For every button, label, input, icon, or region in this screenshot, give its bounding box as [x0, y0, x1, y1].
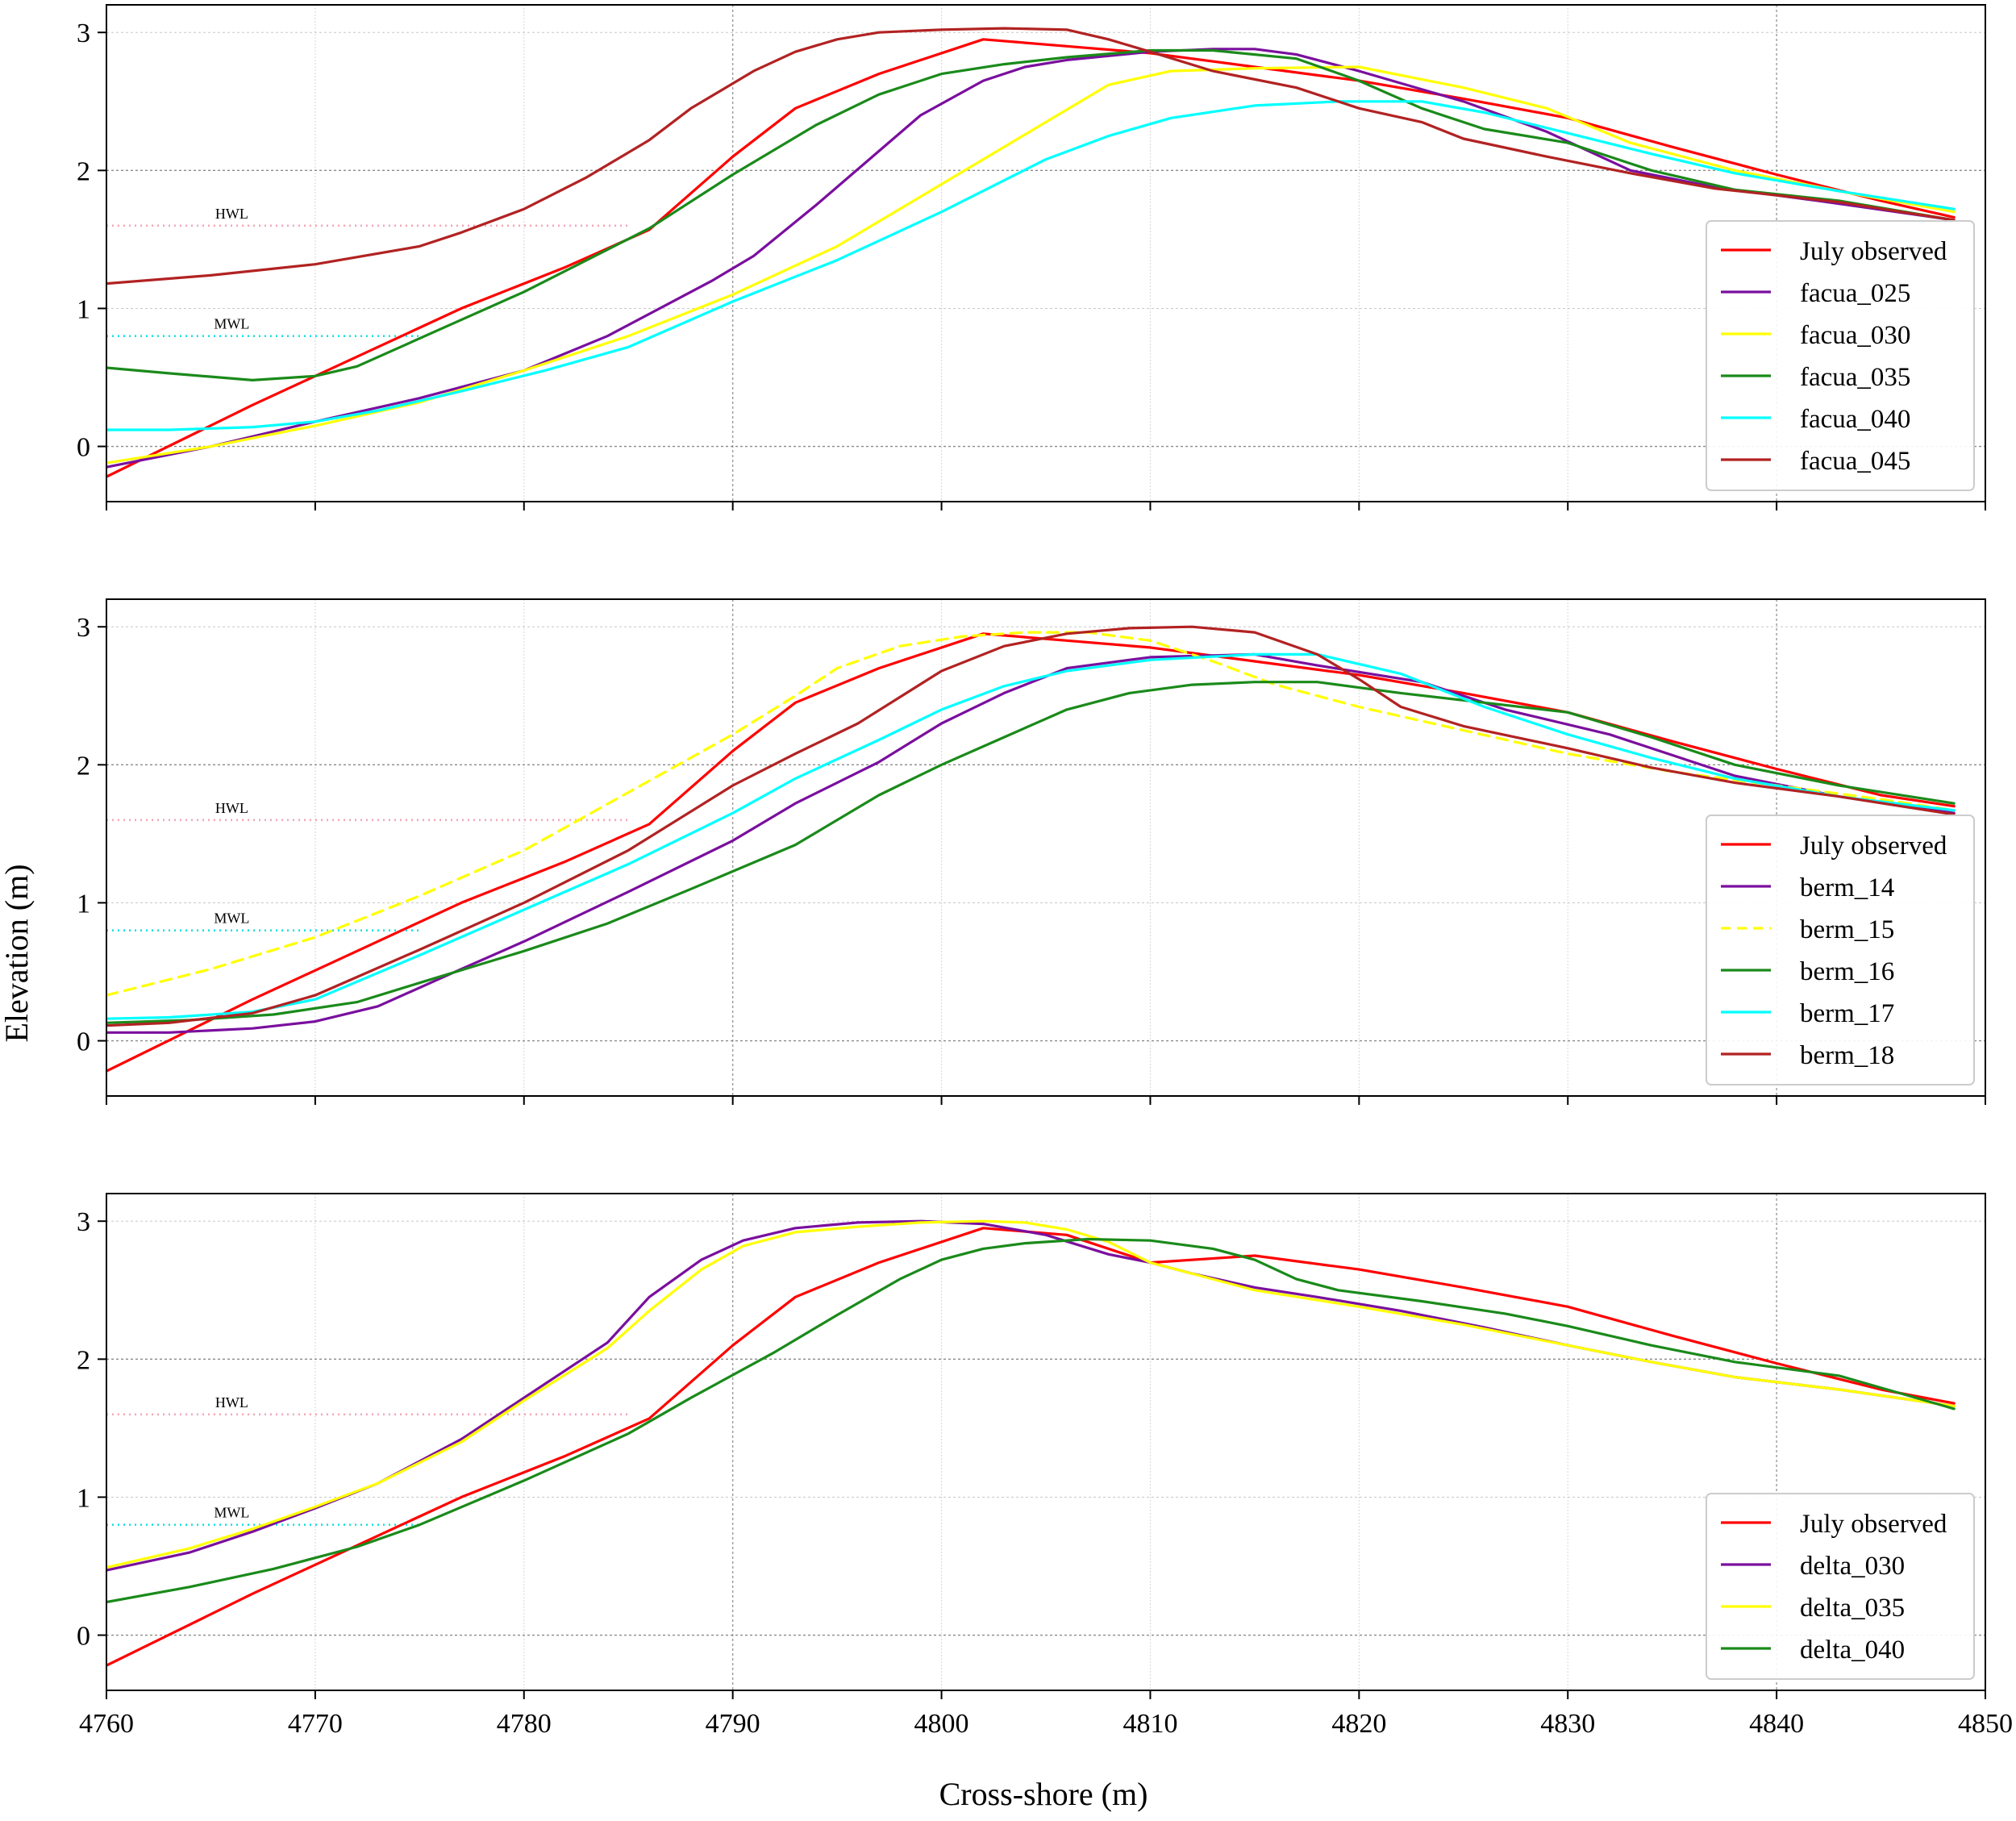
legend-label: July observed — [1800, 831, 1947, 860]
x-tick-label: 4840 — [1749, 1709, 1804, 1739]
x-tick-label: 4820 — [1331, 1709, 1386, 1739]
series-line-berm_14 — [106, 652, 1956, 1034]
y-tick-label: 1 — [77, 889, 90, 919]
y-tick-label: 0 — [77, 1622, 90, 1652]
legend-label: berm_17 — [1800, 999, 1894, 1028]
legend-box — [1706, 815, 1975, 1086]
legend-label: facua_030 — [1800, 321, 1910, 350]
legend-label: facua_045 — [1800, 447, 1910, 476]
series-group — [106, 625, 1956, 1073]
legend-box — [1706, 1493, 1975, 1680]
x-tick-label: 4830 — [1540, 1709, 1595, 1739]
y-tick-label: 3 — [77, 19, 90, 48]
x-tick-label: 4780 — [497, 1709, 552, 1739]
legend: July observed delta_030 delta_035 delta_040 — [1706, 1493, 1975, 1680]
series-line-july-observed — [106, 632, 1956, 1073]
y-axis-label: Elevation (m) — [0, 864, 35, 1042]
series-line-facua_040 — [106, 100, 1956, 431]
legend-label: berm_18 — [1800, 1041, 1894, 1070]
legend-label: facua_035 — [1800, 363, 1910, 392]
legend-label: July observed — [1800, 1510, 1947, 1539]
y-tick-label: 0 — [77, 433, 90, 463]
series-line-facua_030 — [106, 65, 1956, 465]
ref-label-hwl: HWL — [215, 800, 248, 816]
x-tick-label: 4810 — [1123, 1709, 1177, 1739]
series-line-facua_035 — [106, 48, 1956, 381]
legend-label: delta_035 — [1800, 1594, 1905, 1623]
y-tick-label: 3 — [77, 1207, 90, 1237]
y-tick-label: 2 — [77, 751, 90, 781]
series-line-delta_035 — [106, 1219, 1956, 1569]
y-tick-label: 2 — [77, 1345, 90, 1375]
axes-frame — [106, 4, 1986, 502]
y-tick-label: 2 — [77, 156, 90, 186]
y-tick-label: 0 — [77, 1027, 90, 1057]
panel-bottom: HWL MWL 4760 4770 4780 4790 4800 4810 4820 4830 48… — [77, 1193, 2013, 1739]
ref-label-mwl: MWL — [214, 1505, 249, 1521]
x-tick-label: 4760 — [79, 1709, 134, 1739]
y-tick-label: 3 — [77, 613, 90, 643]
x-tick-label: 4850 — [1958, 1709, 2013, 1739]
series-line-delta_030 — [106, 1219, 1956, 1572]
legend: July observed facua_025 facua_030 facua_035… — [1706, 220, 1975, 491]
ref-label-mwl: MWL — [214, 910, 249, 927]
ref-label-hwl: HWL — [215, 206, 248, 222]
series-line-july-observed — [106, 38, 1956, 478]
x-tick-label: 4770 — [288, 1709, 343, 1739]
legend-label: facua_040 — [1800, 405, 1910, 434]
legend-box — [1706, 220, 1975, 491]
legend-label: berm_16 — [1800, 957, 1894, 986]
legend: July observed berm_14 berm_15 berm_16 berm_1… — [1706, 815, 1975, 1086]
panel-top: HWL MWL 0 1 2 3 July observed facua_025 facua_03… — [77, 4, 1986, 510]
x-tick-label: 4790 — [706, 1709, 760, 1739]
ref-label-mwl: MWL — [214, 316, 249, 332]
y-tick-label: 1 — [77, 294, 90, 324]
series-line-july-observed — [106, 1227, 1956, 1667]
series-line-berm_18 — [106, 625, 1956, 1027]
legend-label: berm_15 — [1800, 915, 1894, 944]
axes-frame — [106, 1193, 1986, 1691]
x-axis-label: Cross-shore (m) — [939, 1776, 1148, 1812]
series-line-facua_045 — [106, 27, 1956, 285]
series-line-berm_15 — [106, 631, 1956, 997]
legend-label: delta_040 — [1800, 1636, 1905, 1665]
legend-label: delta_030 — [1800, 1552, 1905, 1581]
series-line-berm_16 — [106, 681, 1956, 1024]
y-tick-label: 1 — [77, 1483, 90, 1513]
axes-frame — [106, 598, 1986, 1097]
series-line-delta_040 — [106, 1237, 1956, 1604]
series-line-facua_025 — [106, 48, 1956, 469]
x-tick-label: 4800 — [914, 1709, 969, 1739]
series-group — [106, 27, 1956, 478]
legend-label: facua_025 — [1800, 279, 1910, 308]
ref-label-hwl: HWL — [215, 1394, 248, 1411]
series-group — [106, 1219, 1956, 1667]
legend-label: July observed — [1800, 237, 1947, 266]
panel-middle: HWL MWL 0 1 2 3 July observed berm_14 berm_15ber… — [77, 598, 1986, 1105]
legend-label: berm_14 — [1800, 873, 1894, 902]
series-line-berm_17 — [106, 652, 1956, 1020]
